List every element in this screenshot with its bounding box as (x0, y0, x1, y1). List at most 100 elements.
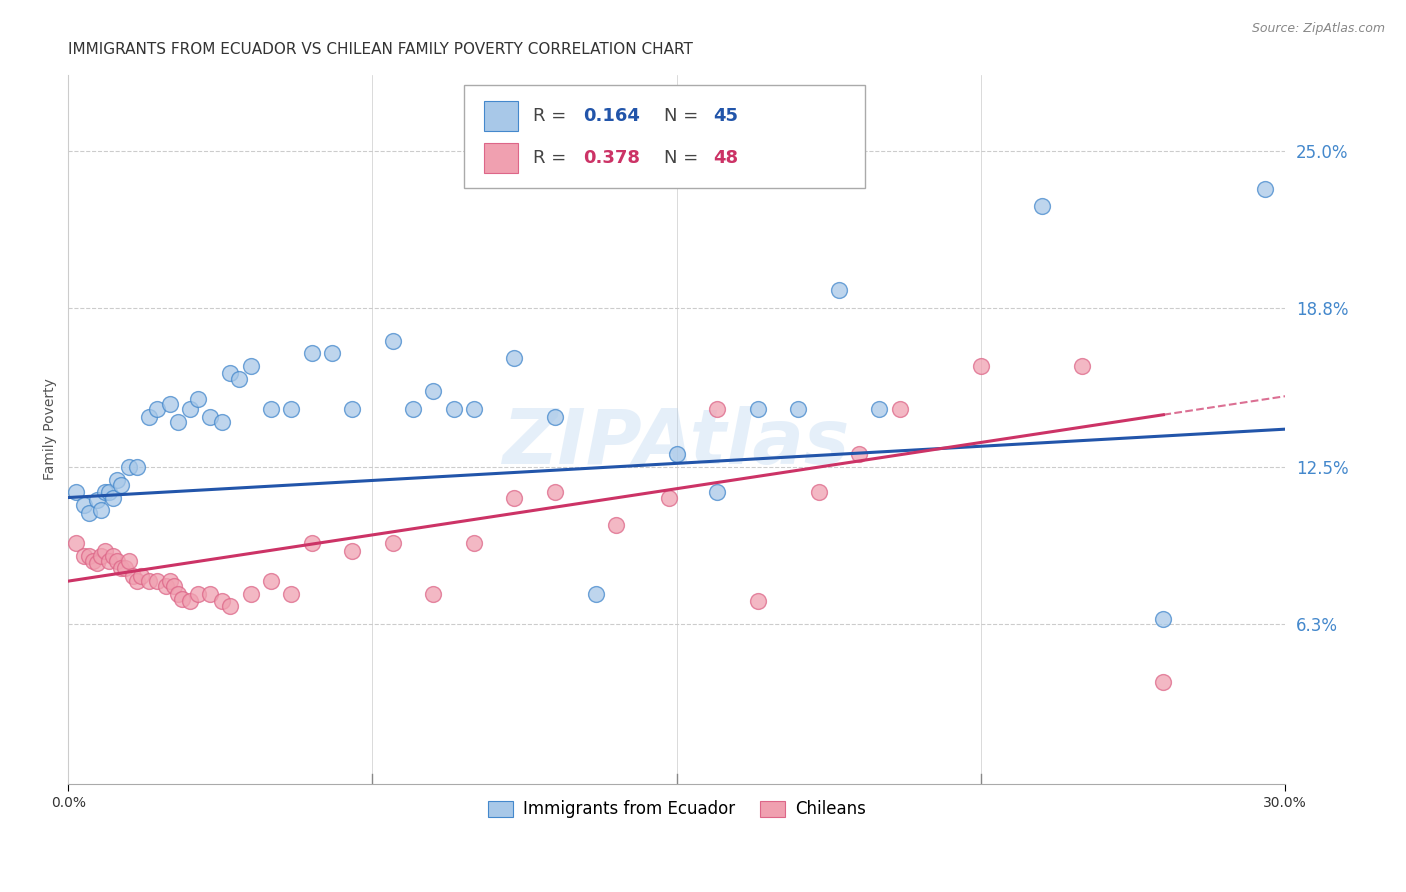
Point (544, 409, 567, 424)
Point (503, 351, 526, 366)
Point (90, 549, 112, 563)
Point (443, 401, 465, 416)
Text: N =: N = (665, 149, 704, 168)
Text: IMMIGRANTS FROM ECUADOR VS CHILEAN FAMILY POVERTY CORRELATION CHART: IMMIGRANTS FROM ECUADOR VS CHILEAN FAMIL… (69, 42, 693, 57)
Point (321, 346, 343, 360)
Point (97, 485, 120, 500)
Point (828, 283, 851, 297)
Point (503, 491, 526, 505)
Point (787, 401, 810, 416)
Text: 48: 48 (713, 149, 738, 168)
Legend: Immigrants from Ecuador, Chileans: Immigrants from Ecuador, Chileans (481, 794, 872, 825)
Point (239, 587, 262, 601)
Point (1031, 199, 1053, 213)
Point (166, 415, 188, 429)
Point (260, 574, 283, 588)
Point (159, 397, 181, 411)
Point (179, 594, 201, 608)
Point (280, 587, 302, 601)
Point (260, 401, 283, 416)
Point (1071, 359, 1094, 373)
Point (422, 384, 444, 399)
Point (110, 478, 132, 492)
Point (422, 587, 444, 601)
Point (340, 401, 363, 416)
Point (129, 569, 152, 583)
Point (301, 536, 323, 550)
Point (228, 371, 250, 385)
Text: 0.378: 0.378 (583, 149, 640, 168)
Point (200, 409, 222, 424)
Point (122, 569, 145, 583)
Point (73, 549, 96, 563)
Point (544, 485, 567, 500)
Point (118, 460, 141, 475)
Point (239, 359, 262, 373)
Point (187, 587, 209, 601)
Point (1152, 612, 1174, 626)
Point (170, 591, 193, 606)
Point (585, 587, 607, 601)
Point (86, 493, 108, 508)
Point (657, 491, 679, 505)
Point (463, 536, 485, 550)
Point (146, 401, 169, 416)
Point (73, 498, 96, 512)
Point (65, 536, 87, 550)
Point (163, 579, 186, 593)
Point (118, 554, 141, 568)
Text: N =: N = (665, 107, 704, 125)
Point (110, 561, 132, 575)
Text: R =: R = (533, 107, 572, 125)
Point (219, 599, 242, 614)
Point (93, 485, 115, 500)
Point (463, 401, 485, 416)
Point (747, 594, 769, 608)
Point (127, 574, 149, 588)
Point (77, 506, 100, 520)
Point (93, 543, 115, 558)
Point (101, 491, 124, 505)
Point (82, 554, 104, 568)
Text: Source: ZipAtlas.com: Source: ZipAtlas.com (1251, 22, 1385, 36)
Point (807, 485, 830, 500)
Point (114, 561, 136, 575)
Point (381, 334, 404, 348)
Point (381, 536, 404, 550)
Point (280, 401, 302, 416)
Y-axis label: Family Poverty: Family Poverty (44, 378, 58, 480)
FancyBboxPatch shape (485, 144, 519, 173)
Text: R =: R = (533, 149, 572, 168)
Point (200, 587, 222, 601)
Point (665, 448, 688, 462)
Point (605, 518, 627, 533)
FancyBboxPatch shape (464, 86, 865, 188)
Point (138, 409, 160, 424)
Point (1254, 181, 1277, 195)
Point (101, 549, 124, 563)
Point (301, 346, 323, 360)
Point (138, 574, 160, 588)
Text: 0.164: 0.164 (583, 107, 640, 125)
Point (970, 359, 993, 373)
Point (706, 485, 728, 500)
Point (77, 549, 100, 563)
Point (747, 401, 769, 416)
Point (1152, 675, 1174, 690)
Point (146, 574, 169, 588)
Point (86, 557, 108, 571)
Point (166, 587, 188, 601)
Point (211, 415, 233, 429)
Point (706, 401, 728, 416)
FancyBboxPatch shape (485, 101, 519, 130)
Point (179, 401, 201, 416)
Point (848, 448, 870, 462)
Text: 45: 45 (713, 107, 738, 125)
Point (127, 460, 149, 475)
Point (105, 473, 128, 487)
Point (187, 392, 209, 406)
Text: ZIPAtlas: ZIPAtlas (503, 407, 851, 481)
Point (211, 594, 233, 608)
Point (159, 574, 181, 588)
Point (889, 401, 911, 416)
